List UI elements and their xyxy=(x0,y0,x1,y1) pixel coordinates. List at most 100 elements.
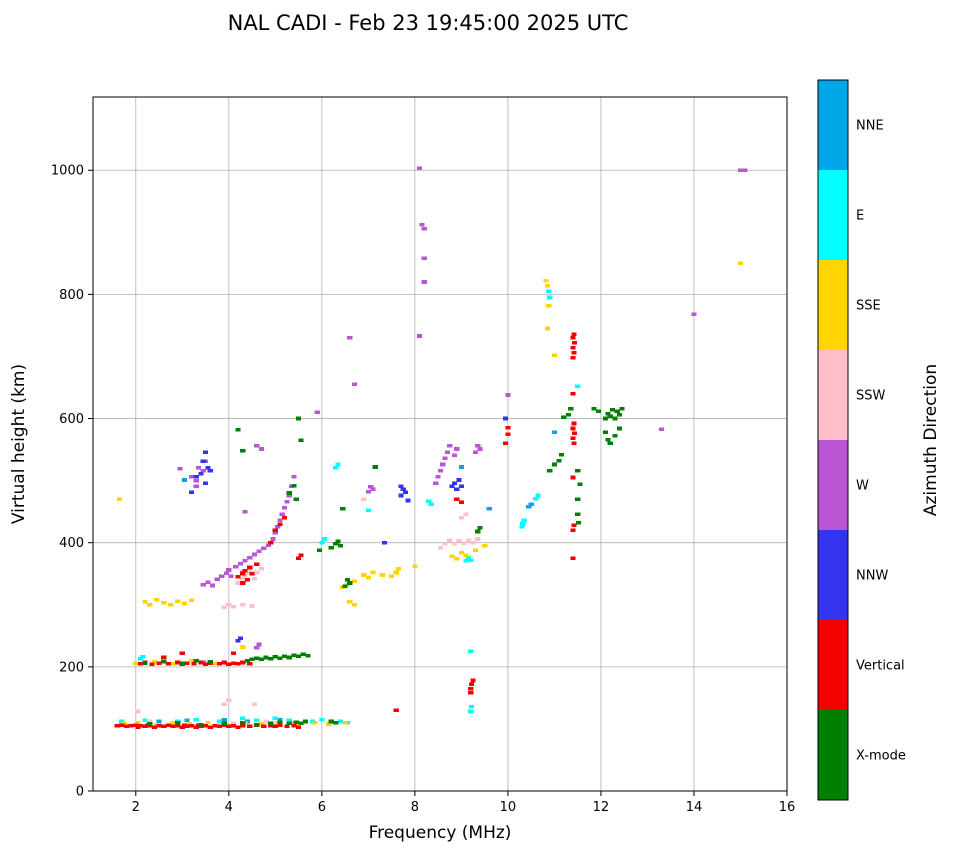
data-point xyxy=(184,661,190,665)
data-point xyxy=(258,566,264,571)
data-point xyxy=(235,638,241,643)
y-tick-label: 800 xyxy=(59,288,84,303)
data-point xyxy=(147,719,153,724)
data-point xyxy=(175,599,181,603)
data-point xyxy=(270,537,276,541)
data-point xyxy=(458,550,464,555)
data-point xyxy=(396,566,402,571)
data-point xyxy=(198,660,204,665)
data-point xyxy=(142,599,148,604)
data-point xyxy=(435,475,441,479)
data-point xyxy=(282,654,288,659)
data-point xyxy=(502,441,509,446)
data-point xyxy=(291,653,297,657)
data-point xyxy=(607,414,613,418)
data-point xyxy=(337,719,344,724)
data-point xyxy=(235,575,241,579)
data-point xyxy=(156,661,162,665)
data-point xyxy=(368,485,374,489)
data-point xyxy=(116,497,123,502)
data-point xyxy=(465,538,471,543)
scatter-points xyxy=(114,166,748,729)
data-point xyxy=(475,444,481,448)
data-point xyxy=(426,499,432,503)
data-point xyxy=(335,539,341,544)
data-point xyxy=(189,658,195,663)
data-point xyxy=(405,498,411,503)
x-tick-label: 2 xyxy=(132,800,140,815)
data-point xyxy=(616,426,623,431)
data-point xyxy=(547,295,553,300)
series-W xyxy=(177,166,748,665)
data-point xyxy=(472,450,478,454)
data-point xyxy=(207,725,213,729)
data-point xyxy=(619,406,625,411)
data-point xyxy=(347,581,353,585)
data-point xyxy=(449,554,455,559)
data-point xyxy=(165,723,171,728)
data-point xyxy=(123,724,130,729)
data-point xyxy=(447,444,453,448)
data-point xyxy=(556,458,562,463)
data-point xyxy=(247,565,253,570)
data-point xyxy=(505,432,511,436)
data-point xyxy=(333,465,339,470)
data-point xyxy=(268,721,274,726)
data-point xyxy=(219,574,225,579)
data-point xyxy=(154,598,160,602)
data-point xyxy=(442,542,448,546)
data-point xyxy=(235,661,241,666)
data-point xyxy=(602,430,609,435)
data-point xyxy=(298,721,304,726)
data-point xyxy=(193,717,199,722)
data-point xyxy=(502,416,509,421)
data-point xyxy=(295,725,302,729)
data-point xyxy=(351,602,358,607)
data-point xyxy=(520,521,526,526)
colorbar-segment-X-mode xyxy=(818,710,848,800)
data-point xyxy=(182,601,188,606)
data-point xyxy=(468,709,474,714)
data-point xyxy=(543,278,549,283)
data-point xyxy=(221,605,227,610)
data-point xyxy=(114,724,120,728)
colorbar-label-NNW: NNW xyxy=(856,569,888,584)
data-point xyxy=(230,724,237,728)
x-tick-label: 10 xyxy=(500,800,517,815)
data-point xyxy=(212,661,218,665)
data-point xyxy=(147,722,153,726)
data-point xyxy=(240,581,246,585)
data-point xyxy=(216,724,223,729)
data-point xyxy=(577,482,583,487)
data-point xyxy=(286,491,292,495)
data-point xyxy=(216,719,223,724)
data-point xyxy=(591,406,597,411)
data-point xyxy=(275,524,281,529)
series-NNW xyxy=(189,416,509,643)
data-point xyxy=(170,720,176,725)
data-point xyxy=(551,353,558,358)
data-point xyxy=(202,724,209,728)
data-point xyxy=(237,562,244,566)
data-point xyxy=(256,642,262,647)
data-point xyxy=(254,570,260,575)
colorbar-segment-W xyxy=(818,440,848,530)
y-axis-label: Virtual height (km) xyxy=(9,364,29,524)
data-point xyxy=(544,326,551,331)
data-point xyxy=(389,574,395,579)
data-point xyxy=(398,484,404,489)
data-point xyxy=(571,350,577,355)
data-point xyxy=(205,465,211,470)
data-point xyxy=(209,583,216,588)
data-point xyxy=(605,437,611,442)
data-point xyxy=(321,537,327,541)
data-point xyxy=(240,602,246,607)
colorbar-label-SSW: SSW xyxy=(856,389,886,404)
data-point xyxy=(240,576,246,581)
data-point xyxy=(235,725,241,729)
x-tick-label: 4 xyxy=(225,800,233,815)
data-point xyxy=(175,660,181,665)
data-point xyxy=(421,226,427,231)
data-point xyxy=(546,303,552,308)
data-point xyxy=(458,465,464,469)
